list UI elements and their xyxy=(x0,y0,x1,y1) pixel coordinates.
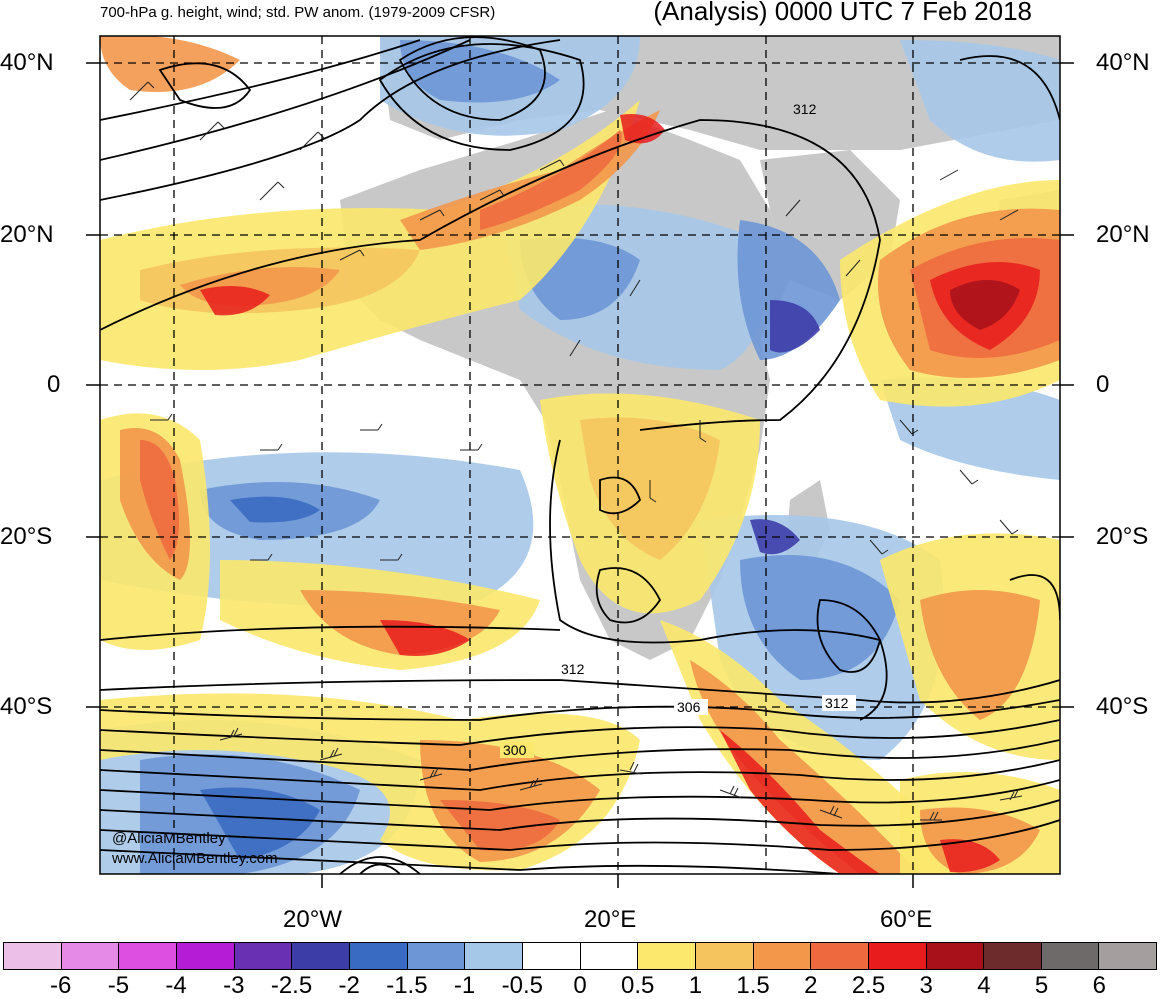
colorbar-swatch xyxy=(406,943,465,969)
colorbar-swatch xyxy=(348,943,407,969)
credit-url: www.AliciaMBentley.com xyxy=(112,850,278,867)
colorbar-tick-label: 2.5 xyxy=(851,972,886,999)
credit-handle: @AliciaMBentley xyxy=(112,830,226,847)
colorbar-tick-label: 5 xyxy=(1034,972,1049,999)
pw-anom-orange xyxy=(690,660,920,874)
lat-label-right: 20°S xyxy=(1096,523,1149,550)
colorbar-swatch xyxy=(291,943,349,969)
colorbar-tick-label: -5 xyxy=(107,972,130,999)
lat-label-left: 40°S xyxy=(0,693,53,720)
pw-anom-red xyxy=(620,114,665,144)
pw-anom-blue xyxy=(740,555,900,680)
colorbar-swatch xyxy=(118,943,176,969)
lat-label-left: 40°N xyxy=(0,49,54,76)
colorbar-swatch xyxy=(810,943,868,969)
colorbar-swatch xyxy=(4,943,61,969)
colorbar-tick-label: 3 xyxy=(919,972,933,999)
pw-anom-blue xyxy=(400,40,560,103)
colorbar-tick-label: -4 xyxy=(165,972,187,999)
colorbar-swatch xyxy=(1040,943,1099,969)
lat-label-right: 40°S xyxy=(1096,693,1149,720)
colorbar-swatch xyxy=(752,943,811,969)
colorbar-swatch xyxy=(983,943,1041,969)
colorbar-swatch xyxy=(579,943,638,969)
contour-label: 306 xyxy=(677,699,701,715)
map-frame xyxy=(99,35,1061,875)
lat-label-right: 40°N xyxy=(1096,49,1150,76)
pw-anom-red xyxy=(720,730,880,874)
graticule xyxy=(100,36,1060,874)
colorbar-tick-label: 1.5 xyxy=(736,972,770,999)
colorbar-tick-label: 1 xyxy=(688,972,703,999)
height-contours xyxy=(100,36,1060,874)
lat-label-right: 20°N xyxy=(1096,221,1150,248)
colorbar-swatch xyxy=(867,943,926,969)
colorbar-tick-label: 4 xyxy=(977,972,991,999)
colorbar-tick-label: 0.5 xyxy=(621,972,655,999)
contour-label: 300 xyxy=(503,742,527,758)
colorbar-tick-label: -2.5 xyxy=(270,972,313,999)
lat-label-right: 0 xyxy=(1096,371,1110,398)
pw-anom-red xyxy=(940,839,1000,873)
colorbar-swatch xyxy=(1098,943,1157,969)
colorbar-tick-label: 6 xyxy=(1092,972,1106,999)
colorbar-swatch xyxy=(464,943,522,969)
lon-label: 20°W xyxy=(283,906,342,933)
colorbar xyxy=(3,942,1157,970)
colorbar-tick-label: -1 xyxy=(453,972,476,999)
contour-label-group: 312 312 306 312 300 xyxy=(500,101,856,758)
colorbar-tick-label: -2 xyxy=(338,972,360,999)
axis-ticks xyxy=(86,62,1074,888)
colorbar-tick-label: 2 xyxy=(804,972,818,999)
contour-label: 312 xyxy=(561,661,585,677)
lon-label: 60°E xyxy=(880,906,933,933)
pw-anom-red xyxy=(950,280,1020,330)
pw-anom-red xyxy=(200,286,270,316)
contour-label: 312 xyxy=(793,101,817,117)
colorbar-tick-label: -3 xyxy=(223,972,245,999)
wind-barbs xyxy=(129,81,1023,821)
lat-label-left: 0 xyxy=(47,371,61,398)
pw-anom-blue xyxy=(230,496,320,523)
lat-label-left: 20°N xyxy=(0,221,54,248)
lat-label-left: 20°S xyxy=(0,523,53,550)
pw-anom-blue xyxy=(770,300,820,353)
pw-anom-blue xyxy=(200,787,320,860)
colorbar-tick-label: 0 xyxy=(573,972,587,999)
pw-anom-red xyxy=(380,620,470,656)
colorbar-swatch xyxy=(60,943,119,969)
lon-label: 20°E xyxy=(584,906,637,933)
colorbar-swatch xyxy=(175,943,234,969)
map-subtitle: 700-hPa g. height, wind; std. PW anom. (… xyxy=(100,4,496,21)
colorbar-swatch xyxy=(694,943,753,969)
pw-anom-orange xyxy=(920,590,1040,720)
pw-anom-blue xyxy=(900,40,1060,162)
contour-label: 312 xyxy=(825,695,849,711)
pw-anom-red xyxy=(480,130,622,230)
map-title: (Analysis) 0000 UTC 7 Feb 2018 xyxy=(653,0,1032,26)
colorbar-ticks: -6 -5 -4 -3 -2.5 -2 -1.5 -1 -0.5 0 0.5 1 1.5 2 2.5 3 4 5 6 xyxy=(0,974,1160,999)
colorbar-tick-label: -0.5 xyxy=(501,972,543,999)
colorbar-swatch xyxy=(925,943,984,969)
colorbar-tick-label: -6 xyxy=(50,972,72,999)
pw-anom-orange xyxy=(100,36,240,92)
colorbar-swatch xyxy=(233,943,292,969)
colorbar-tick-label: -1.5 xyxy=(386,972,428,999)
colorbar-swatch xyxy=(637,943,695,969)
pw-anom-red xyxy=(140,440,179,560)
colorbar-swatch xyxy=(521,943,580,969)
